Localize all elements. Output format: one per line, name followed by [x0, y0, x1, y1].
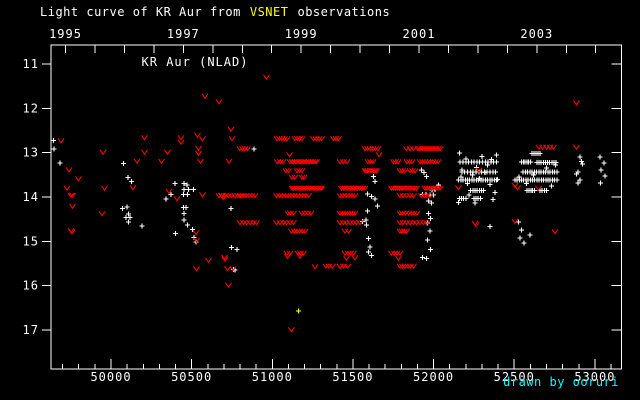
svg-text:1995: 1995 [49, 27, 82, 41]
svg-text:1997: 1997 [167, 27, 200, 41]
svg-text:52000: 52000 [413, 370, 454, 384]
series-positive-observation [51, 138, 608, 273]
series-fainter-than-limit [57, 74, 580, 333]
svg-text:2003: 2003 [520, 27, 553, 41]
svg-text:12: 12 [23, 102, 39, 116]
svg-text:53000: 53000 [574, 370, 615, 384]
svg-text:15: 15 [23, 235, 39, 249]
x-axis-top-labels: 1995 1997 1999 2001 2003 [49, 27, 553, 41]
x-axis-bottom-labels: 50000 50500 51000 51500 52000 52500 53000 [90, 370, 615, 384]
y-axis-right [611, 63, 622, 331]
svg-text:13: 13 [23, 146, 39, 160]
plot-frame [50, 44, 622, 370]
x-axis-top [65, 45, 596, 53]
svg-text:50500: 50500 [171, 370, 212, 384]
title-segment-1: Light curve of KR Aur from [40, 5, 241, 19]
svg-text:16: 16 [23, 279, 39, 293]
svg-text:51000: 51000 [252, 370, 293, 384]
svg-text:51500: 51500 [332, 370, 373, 384]
svg-text:1999: 1999 [285, 27, 318, 41]
object-label: KR Aur (NLAD) [142, 55, 249, 69]
y-axis-left-labels: 11 12 13 14 15 16 17 [23, 57, 39, 337]
y-axis-left [42, 63, 51, 331]
svg-text:50000: 50000 [90, 370, 131, 384]
title-segment-vsnet: VSNET [249, 5, 289, 19]
svg-text:14: 14 [23, 190, 39, 204]
svg-text:2001: 2001 [403, 27, 436, 41]
svg-text:17: 17 [23, 323, 39, 337]
x-axis-bottom [62, 359, 612, 369]
svg-text:11: 11 [23, 57, 39, 71]
chart-title: Light curve of KR Aur from VSNET observati… [40, 5, 390, 19]
credit-text: drawn by ooruri [503, 375, 619, 389]
series-special-observation [296, 308, 301, 314]
svg-text:52500: 52500 [494, 370, 535, 384]
title-segment-2: observations [297, 5, 391, 19]
